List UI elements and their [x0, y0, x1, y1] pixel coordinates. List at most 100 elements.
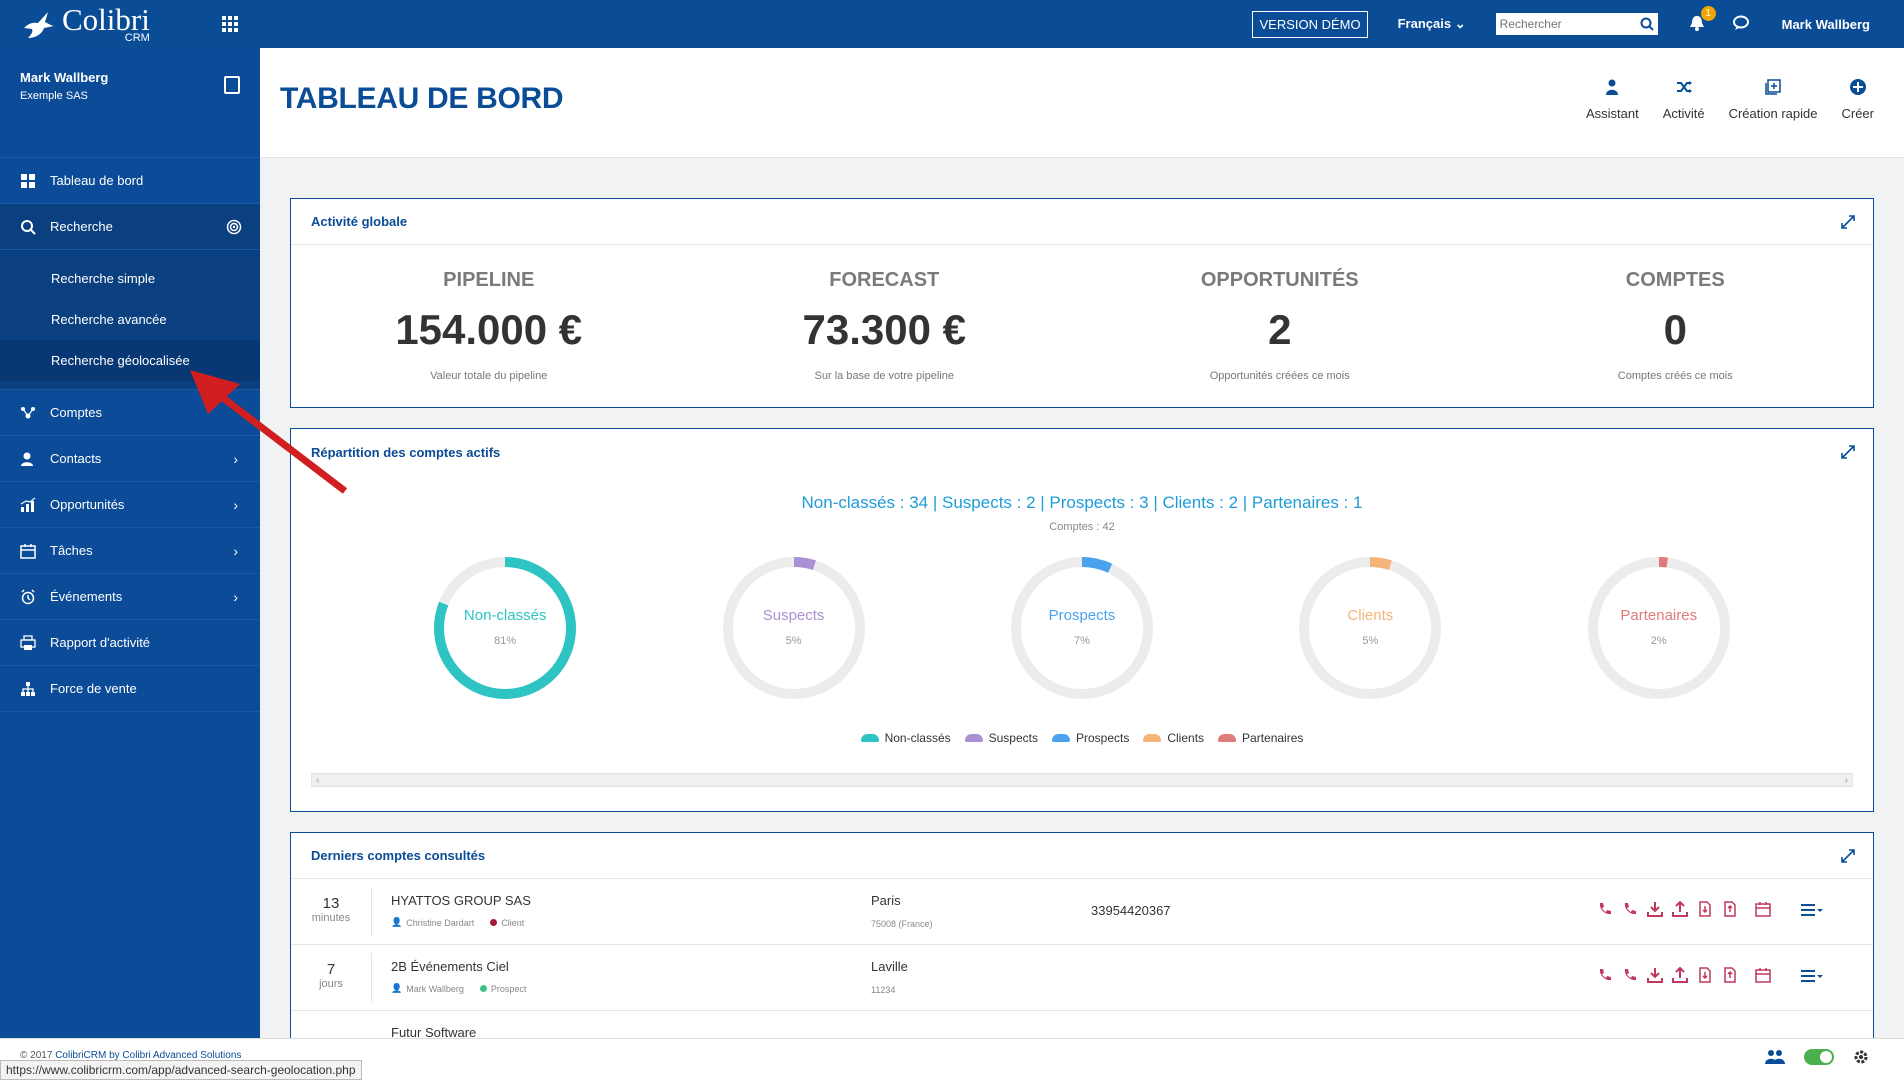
sidebar-item-comptes[interactable]: Comptes [0, 390, 260, 436]
donut-track [1299, 557, 1442, 699]
donut-label: Partenaires [1620, 607, 1698, 624]
row-actions [1597, 900, 1738, 917]
chart-legend: Non-classés Suspects Prospects Clients P… [291, 731, 1873, 745]
sidebar-item-contacts[interactable]: Contacts › [0, 436, 260, 482]
file-upload-icon[interactable] [1722, 901, 1738, 917]
call-icon[interactable] [1597, 901, 1613, 917]
scroll-right-icon[interactable]: › [1844, 774, 1848, 786]
users-icon[interactable] [1764, 1049, 1786, 1065]
donut-clients[interactable]: Clients 5% [1293, 551, 1447, 705]
table-row[interactable]: 7 jours 2B Événements Ciel 👤 Mark Wallbe… [291, 945, 1873, 1011]
account-meta: 👤 Mark Wallberg Prospect [391, 983, 526, 994]
file-upload-icon[interactable] [1722, 967, 1738, 983]
sidebar-item-opportunites[interactable]: Opportunités › [0, 482, 260, 528]
sidebar-item-force-de-vente[interactable]: Force de vente [0, 666, 260, 712]
expand-icon[interactable] [1841, 445, 1855, 459]
call-log-icon[interactable] [1622, 967, 1638, 983]
demo-version-button[interactable]: VERSION DÉMO [1252, 10, 1368, 38]
donut-prospects[interactable]: Prospects 7% [1005, 551, 1159, 705]
logo[interactable]: Colibri CRM [0, 0, 260, 48]
table-row[interactable]: Futur Software [291, 1011, 1873, 1061]
upload-icon[interactable] [1672, 900, 1688, 917]
chevron-right-icon: › [233, 450, 238, 467]
legend-label: Clients [1167, 731, 1205, 745]
horizontal-scrollbar[interactable]: ‹ › [311, 773, 1853, 787]
create-button[interactable]: Créer [1841, 78, 1874, 121]
apps-grid-icon[interactable] [222, 16, 238, 32]
donut-non-classes[interactable]: Non-classés 81% [428, 551, 582, 705]
quick-create-button[interactable]: Création rapide [1729, 78, 1817, 121]
row-menu-icon[interactable] [1801, 969, 1823, 983]
copyright-link[interactable]: ColibriCRM by Colibri Advanced Solutions [55, 1050, 242, 1061]
table-row[interactable]: 13 minutes HYATTOS GROUP SAS 👤 Christine… [291, 879, 1873, 945]
assistant-button[interactable]: Assistant [1586, 78, 1639, 121]
legend-item[interactable]: Suspects [964, 731, 1038, 745]
sidebar-item-recherche[interactable]: Recherche [0, 204, 260, 250]
stat-opportunites: OPPORTUNITÉS 2 Opportunités créées ce mo… [1082, 245, 1478, 405]
donut-track [722, 557, 865, 699]
footer-controls [1764, 1048, 1870, 1066]
contact-card-icon[interactable] [224, 76, 240, 94]
stat-label: COMPTES [1625, 269, 1725, 291]
legend-item[interactable]: Non-classés [860, 731, 951, 745]
sidebar: Mark Wallberg Exemple SAS Tableau de bor… [0, 48, 260, 1038]
sidebar-item-rapport-activite[interactable]: Rapport d'activité [0, 620, 260, 666]
legend-item[interactable]: Partenaires [1218, 731, 1303, 745]
search-input[interactable] [1499, 17, 1630, 31]
sidebar-item-tableau-de-bord[interactable]: Tableau de bord [0, 158, 260, 204]
chat-icon [1732, 15, 1749, 30]
legend-item[interactable]: Prospects [1051, 731, 1129, 745]
sidebar-item-taches[interactable]: Tâches › [0, 528, 260, 574]
call-icon[interactable] [1597, 967, 1613, 983]
user-menu[interactable]: Mark Wallberg [1781, 16, 1870, 32]
chat-button[interactable] [1732, 14, 1752, 34]
account-phone[interactable]: 33954420367 [1091, 903, 1171, 918]
account-name[interactable]: Futur Software [391, 1025, 477, 1040]
account-zip: 75008 (France) [871, 919, 933, 929]
account-owner: Christine Dardart [406, 917, 475, 928]
top-search[interactable] [1495, 13, 1658, 35]
sidebar-subitem-recherche-geolocalisee[interactable]: Recherche géolocalisée [0, 340, 260, 381]
notification-badge: 1 [1700, 6, 1716, 21]
bell-icon [1689, 16, 1704, 31]
calendar-icon[interactable] [1755, 901, 1771, 917]
stat-sub: Sur la base de votre pipeline [814, 370, 954, 382]
scroll-left-icon[interactable]: ‹ [316, 774, 320, 786]
sidebar-subitem-recherche-avancee[interactable]: Recherche avancée [51, 312, 167, 327]
donut-percent: 5% [1362, 635, 1379, 647]
row-actions [1597, 966, 1738, 983]
sidebar-subitem-recherche-simple[interactable]: Recherche simple [51, 271, 156, 286]
donut-suspects[interactable]: Suspects 5% [717, 551, 871, 705]
legend-swatch [1051, 734, 1070, 742]
language-selector[interactable]: Français ⌄ [1398, 16, 1466, 32]
copyright: © 2017 ColibriCRM by Colibri Advanced So… [20, 1050, 241, 1061]
download-icon[interactable] [1647, 967, 1663, 983]
calendar-icon[interactable] [1755, 967, 1771, 983]
legend-item[interactable]: Clients [1143, 731, 1204, 745]
activity-button[interactable]: Activité [1663, 78, 1705, 121]
call-log-icon[interactable] [1622, 901, 1638, 917]
notifications-button[interactable]: 1 [1688, 6, 1716, 34]
file-download-icon[interactable] [1697, 967, 1713, 983]
search-icon [21, 219, 36, 235]
sidebar-item-evenements[interactable]: Événements › [0, 574, 260, 620]
expand-icon[interactable] [1841, 215, 1855, 229]
account-name[interactable]: HYATTOS GROUP SAS [391, 893, 531, 908]
presence-toggle[interactable] [1804, 1049, 1834, 1065]
sidebar-item-label: Opportunités [50, 497, 125, 512]
gear-icon[interactable] [1852, 1048, 1870, 1066]
status-dot [490, 919, 498, 926]
target-icon[interactable] [226, 219, 242, 235]
stat-label: PIPELINE [443, 269, 535, 291]
account-name[interactable]: 2B Événements Ciel [391, 959, 509, 974]
search-icon[interactable] [1640, 17, 1654, 31]
expand-icon[interactable] [1841, 849, 1855, 863]
download-icon[interactable] [1647, 901, 1663, 917]
upload-icon[interactable] [1672, 966, 1688, 983]
row-menu-icon[interactable] [1801, 903, 1823, 917]
repartition-summary: Non-classés : 34 | Suspects : 2 | Prospe… [801, 493, 1363, 512]
donut-slice [1587, 557, 1730, 699]
legend-swatch [1218, 734, 1237, 742]
file-download-icon[interactable] [1697, 901, 1713, 917]
donut-partenaires[interactable]: Partenaires 2% [1582, 551, 1736, 705]
